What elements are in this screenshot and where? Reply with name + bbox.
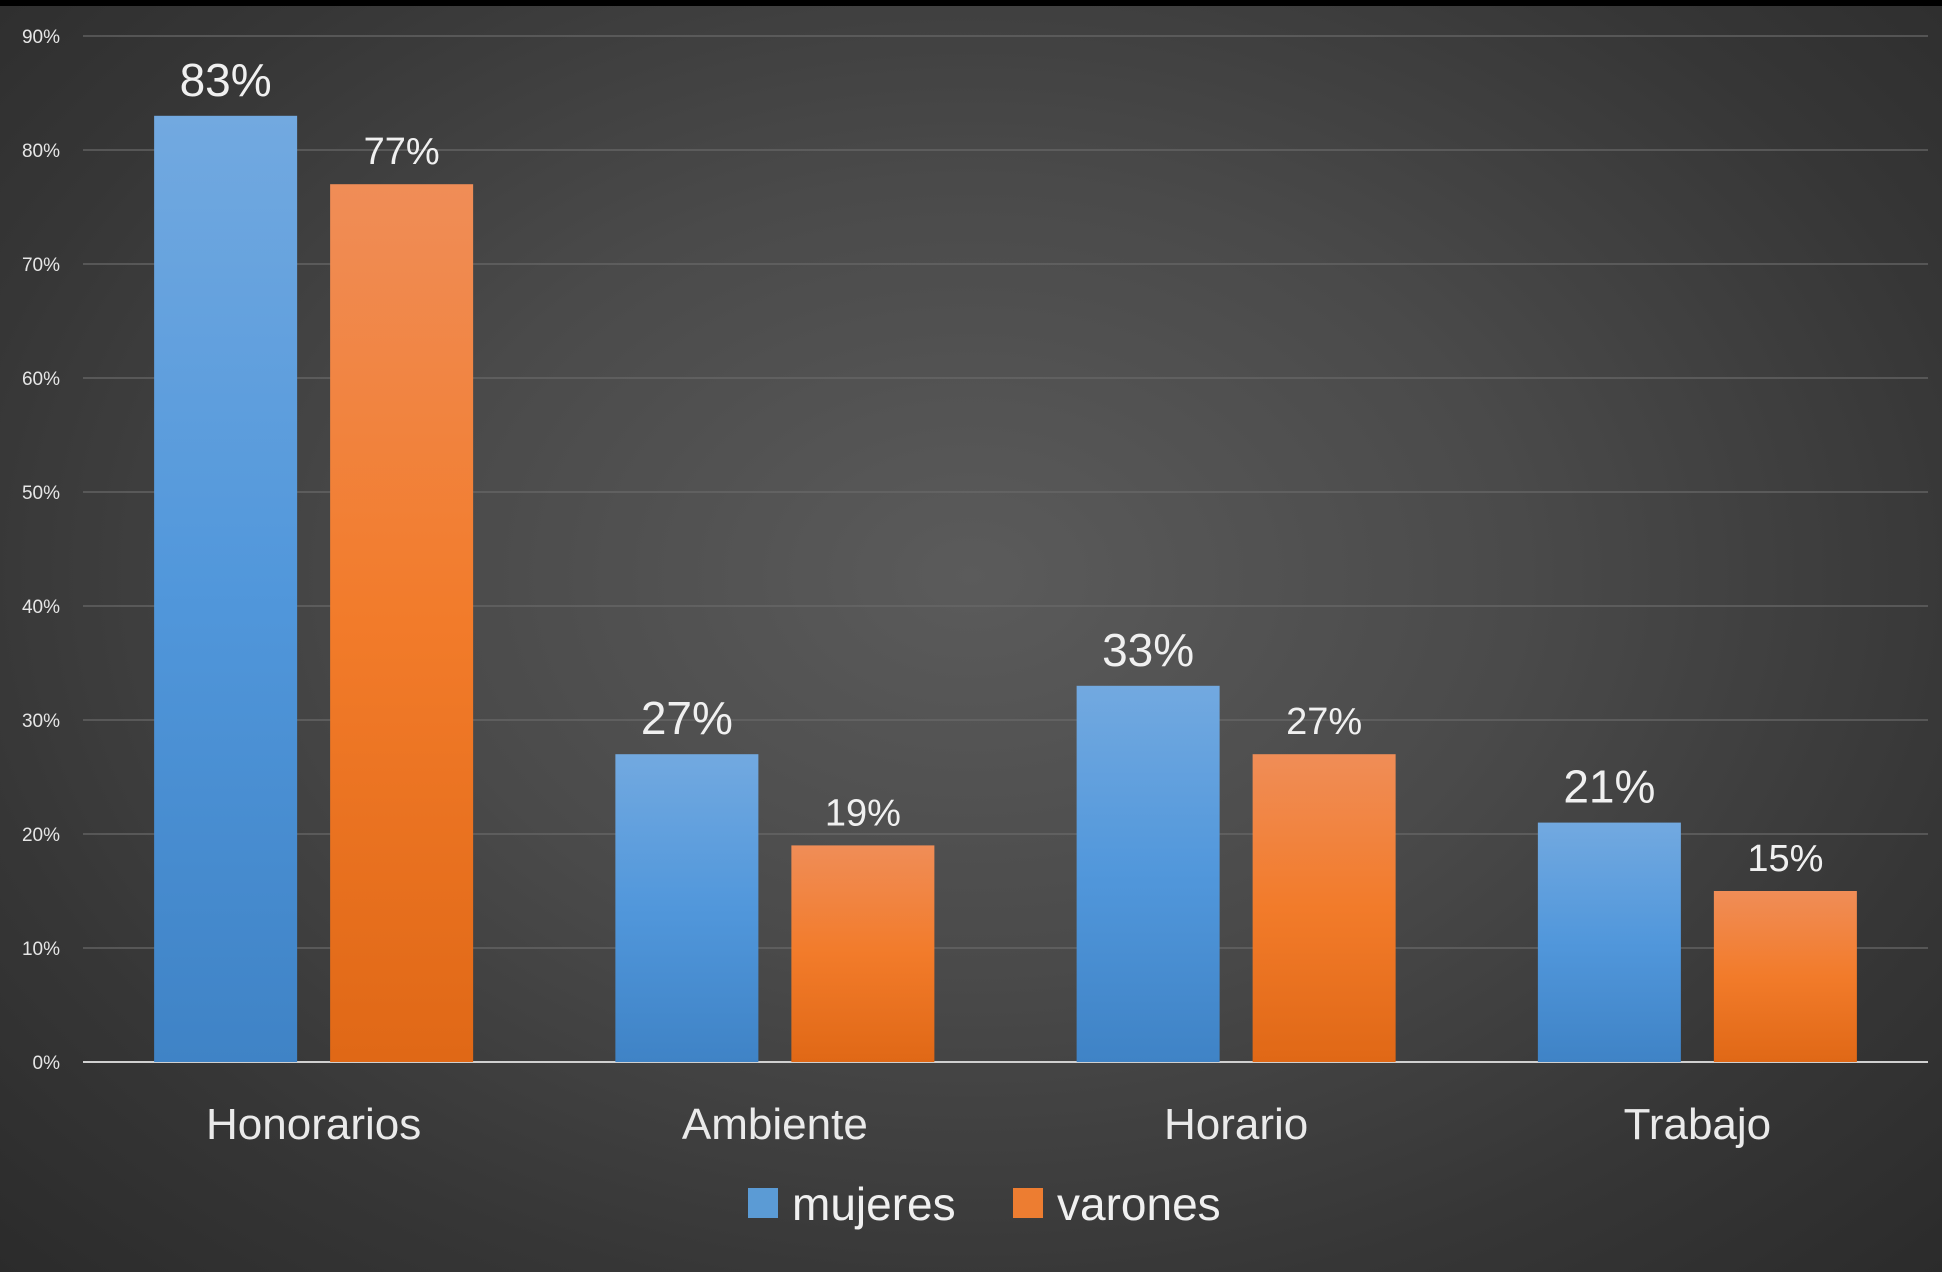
data-label-mujeres-trabajo: 21% xyxy=(1563,761,1655,813)
x-category-label: Ambiente xyxy=(682,1100,868,1149)
x-category-label: Honorarios xyxy=(206,1100,421,1149)
bar-mujeres-trabajo xyxy=(1537,822,1681,1062)
data-label-mujeres-ambiente: 27% xyxy=(641,692,733,744)
bars xyxy=(154,115,1857,1063)
value-labels: 83% 77% 27% 19% 33% 27% 21% 15% xyxy=(180,54,1824,880)
x-category-label: Horario xyxy=(1164,1100,1308,1149)
y-tick-label: 60% xyxy=(22,369,60,390)
data-label-varones-ambiente: 19% xyxy=(825,792,901,834)
x-category-label: Trabajo xyxy=(1624,1100,1772,1149)
legend-label-varones: varones xyxy=(1057,1178,1221,1230)
data-label-mujeres-horario: 33% xyxy=(1102,624,1194,676)
y-tick-label: 0% xyxy=(33,1053,61,1074)
legend-label-mujeres: mujeres xyxy=(792,1178,956,1230)
bar-varones-ambiente xyxy=(791,845,935,1062)
data-label-varones-horario: 27% xyxy=(1286,701,1362,743)
legend-swatch-mujeres xyxy=(748,1188,778,1218)
legend-swatch-varones xyxy=(1013,1188,1043,1218)
x-axis-categories: Honorarios Ambiente Horario Trabajo xyxy=(206,1100,1771,1149)
y-tick-label: 30% xyxy=(22,711,60,732)
data-label-varones-trabajo: 15% xyxy=(1747,838,1823,880)
y-tick-label: 70% xyxy=(22,255,60,276)
legend: mujeres varones xyxy=(748,1178,1221,1230)
y-tick-label: 20% xyxy=(22,825,60,846)
chart-area: 0% 10% 20% 30% 40% 50% 60% 70% 80% 90% 83% 77% 27% 1… xyxy=(0,6,1942,1272)
data-label-varones-honorarios: 77% xyxy=(364,131,440,173)
y-tick-label: 10% xyxy=(22,939,60,960)
y-tick-label: 50% xyxy=(22,483,60,504)
bar-mujeres-ambiente xyxy=(615,754,759,1062)
bar-mujeres-horario xyxy=(1076,685,1220,1062)
bar-mujeres-honorarios xyxy=(154,115,298,1063)
y-tick-label: 40% xyxy=(22,597,60,618)
y-tick-label: 90% xyxy=(22,27,60,48)
y-axis-ticks: 0% 10% 20% 30% 40% 50% 60% 70% 80% 90% xyxy=(22,27,60,1074)
data-label-mujeres-honorarios: 83% xyxy=(180,54,272,106)
bar-varones-horario xyxy=(1252,754,1396,1062)
bar-varones-honorarios xyxy=(330,184,474,1062)
y-tick-label: 80% xyxy=(22,141,60,162)
bar-chart: 0% 10% 20% 30% 40% 50% 60% 70% 80% 90% 83% 77% 27% 1… xyxy=(22,27,1928,1230)
bar-varones-trabajo xyxy=(1713,891,1857,1062)
